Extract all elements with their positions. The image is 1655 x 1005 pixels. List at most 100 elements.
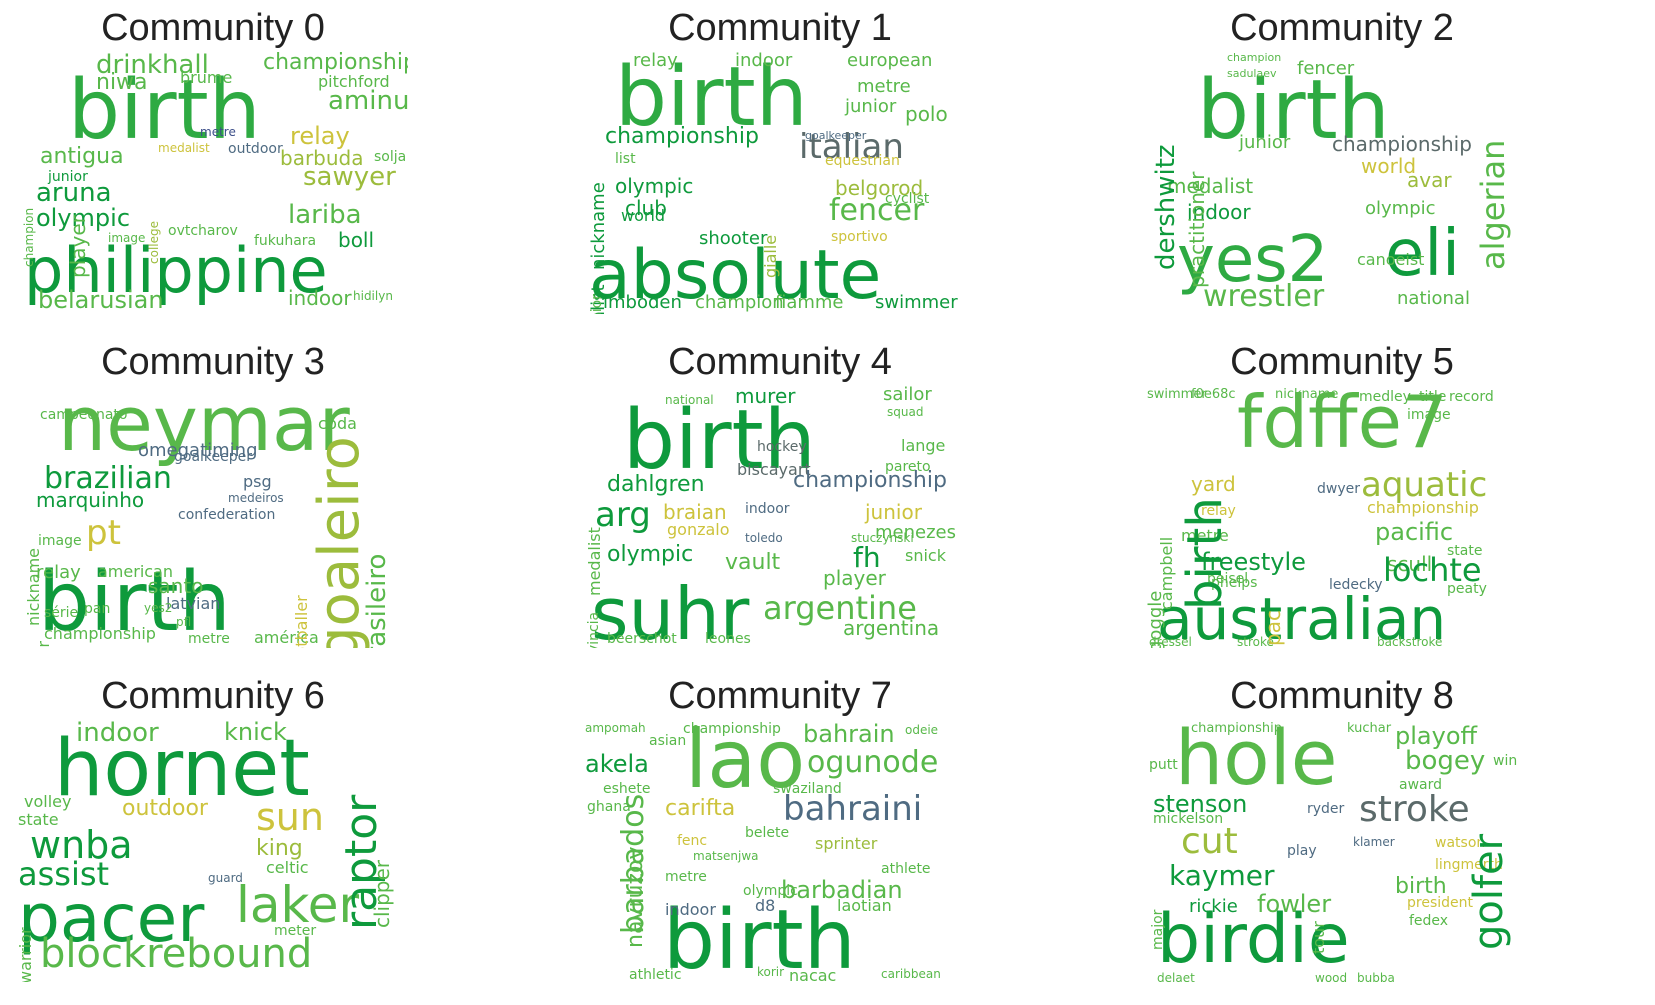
cloud-word: olympic [607,542,694,567]
cloud-word: playoff [1395,722,1478,750]
cloud-word: scull [1387,552,1433,576]
cloud-word: marquinho [36,488,145,512]
cloud-word: neymar [58,386,350,468]
cloud-word: swimmer [1147,387,1207,402]
panel-title: Community 1 [668,7,892,49]
cloud-word: ampomah [585,721,646,735]
cloud-word: indoor [665,900,716,919]
cloud-word: cyclist [885,191,930,207]
cloud-word: italian [799,127,904,167]
cloud-word: image [1407,407,1451,423]
word-cloud: hornet pacer laker blockrebound indoor knick o… [18,720,408,982]
cloud-word: american [98,562,173,581]
cloud-word: relay [36,562,81,583]
word-cloud: lao birth ampomah asian championship bahrain o… [585,720,975,982]
cloud-word: hidilyn [353,289,393,303]
cloud-word: putt [1149,757,1178,773]
cloud-word: matsenjwa [693,849,759,863]
cloud-word: eshete [603,781,651,797]
cloud-word: metre [857,76,911,97]
cloud-word: psg [243,472,272,491]
cloud-word: beisel [1207,571,1249,587]
cloud-word: championship [605,124,759,149]
cloud-word: indoor [735,52,793,71]
cloud-word: pan [84,601,111,617]
cloud-word: equestrian [825,153,900,169]
cloud-word: absolute [589,236,882,314]
cloud-word: win [1493,753,1518,769]
cloud-word: world [621,206,666,225]
cloud-word: athletic [629,967,682,982]
cloud-word: goaleiro [307,436,372,648]
cloud-word: aminu [328,86,408,116]
cloud-word: fedex [1409,913,1449,929]
cloud-word: aquatic [1361,465,1488,505]
cloud-word: algerian [1474,139,1512,270]
cloud-word: dressel [1149,635,1192,648]
cloud-word: campeonato [40,407,128,423]
cloud-word: fh [853,541,881,574]
cloud-word: kaymer [1169,859,1275,892]
cloud-word: yes2 [144,601,173,615]
cloud-word: kuchar [1347,721,1392,736]
word-cloud: birth philippine drinkhall championship niwa… [18,52,408,314]
cloud-word: player [823,566,886,590]
cloud-word: ogunode [807,745,939,780]
cloud-word: backstroke [1377,635,1443,648]
cloud-word: medeiros [228,491,284,505]
cloud-word: dwyer [1317,481,1360,497]
cloud-word: fowler [1257,890,1332,918]
cloud-word: award [1399,777,1443,793]
cloud-word: junior [845,96,897,117]
cloud-word: lariba [288,200,362,230]
cloud-word: barbuda [280,146,364,170]
cloud-word: athlete [881,861,931,877]
cloud-word: meter [274,923,317,939]
cloud-word: toledo [745,531,783,545]
cloud-word: junior [1239,132,1291,153]
cloud-word: murer [735,386,796,408]
cloud-word: title [1419,389,1447,405]
cloud-word: metre [665,869,707,885]
cloud-word: caribbean [881,967,941,981]
cloud-word: golfer [1466,833,1512,950]
cloud-word: américa [254,628,319,647]
cloud-word: footballer [292,595,311,648]
cloud-word: philippine [24,234,328,307]
cloud-word: metre [188,631,230,647]
cloud-word: santo [148,574,204,598]
cloud-word: arg [595,495,651,535]
cloud-word: lao [685,720,806,806]
cloud-word: f0e68c [1191,387,1236,402]
cloud-word: relay [1201,503,1236,519]
cloud-word: freestyle [1201,548,1306,576]
cloud-word: dahlgren [607,472,705,497]
cloud-word: birth [68,63,261,158]
community-panel-2: Community 2 birth yes2 eli fencer championshi… [1147,6,1537,314]
panel-title: Community 0 [101,7,325,49]
cloud-word: squad [887,405,924,419]
cloud-word: warrior [18,927,35,982]
cloud-word: asian [649,733,687,749]
cloud-word: college [147,221,161,264]
cloud-word: bogey [1405,746,1486,776]
cloud-word: ghana [587,799,631,815]
cloud-word: nickname [24,547,43,626]
panel-title: Community 7 [668,675,892,717]
cloud-word: blockrebound [40,931,313,977]
cloud-word: championship [683,721,781,737]
cloud-word: hole [1175,720,1338,802]
cloud-word: nickname [588,182,609,270]
cloud-word: olympic [1365,198,1436,219]
cloud-word: australian [1157,585,1447,648]
cloud-word: player [66,215,90,278]
cloud-word: fiamme [775,292,844,313]
community-panel-7: Community 7 lao birth ampomah asian champions… [585,674,975,982]
cloud-word: club [625,196,667,220]
cloud-word: birth [663,893,856,982]
cloud-word: outdoor [228,141,283,157]
community-panel-3: Community 3 neymar birth omegatiming brazili… [18,340,408,648]
cloud-word: ovtcharov [168,223,238,239]
cloud-word: argentine [763,589,917,627]
cloud-word: indoor [34,641,53,648]
